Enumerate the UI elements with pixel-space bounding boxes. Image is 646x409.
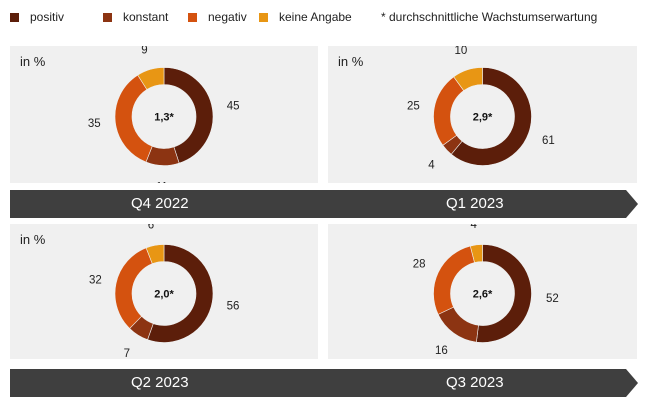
value-label-keine-angabe: 4 [471, 224, 478, 231]
legend-label-negativ: negativ [208, 10, 247, 24]
donut-slice-negativ [433, 76, 465, 146]
unit-label: in % [338, 54, 364, 69]
value-label-positiv: 61 [542, 135, 555, 147]
center-label-growth: 2,6* [473, 289, 493, 301]
quarter-label-q2-2023: Q2 2023 [131, 374, 189, 391]
value-label-positiv: 56 [227, 300, 240, 312]
legend-label-konstant: konstant [123, 10, 169, 24]
donut-slice-keine-angabe [137, 67, 165, 90]
value-label-konstant: 16 [435, 345, 448, 357]
value-label-keine-angabe: 6 [148, 224, 154, 232]
donut-slice-positiv [476, 244, 532, 343]
value-label-negativ: 25 [407, 101, 420, 113]
center-label-growth: 2,9* [473, 112, 493, 124]
chart-panel-q2-2023: in % 56 7 32 6 2,0* [10, 224, 318, 359]
donut-slice-positiv [147, 244, 214, 343]
donut-slice-konstant [437, 306, 479, 343]
value-label-konstant: 7 [124, 348, 130, 359]
donut-slice-negativ [433, 245, 475, 315]
value-label-negativ: 32 [89, 274, 102, 286]
donut-slice-positiv [450, 67, 532, 166]
timeline-arrow-shape [10, 369, 638, 397]
quarter-label-q4-2022: Q4 2022 [131, 195, 189, 212]
unit-label: in % [20, 54, 46, 69]
donut-chart-q3-2023: 52 16 28 4 2,6* [413, 224, 559, 357]
center-label-growth: 2,0* [154, 289, 174, 301]
value-label-keine-angabe: 10 [454, 46, 467, 57]
value-label-negativ: 28 [413, 259, 426, 271]
timeline-arrow-shape [10, 190, 638, 218]
donut-slice-keine-angabe [469, 244, 483, 263]
donut-slice-negativ [114, 247, 153, 329]
quarter-label-q1-2023: Q1 2023 [446, 195, 504, 212]
quarter-label-q3-2023: Q3 2023 [446, 374, 504, 391]
legend-label-positiv: positiv [30, 10, 65, 24]
legend-item-keine-angabe: keine Angabe [259, 10, 352, 24]
legend-item-positiv: positiv [10, 10, 64, 24]
donut-slice-keine-angabe [453, 67, 483, 92]
timeline-bar-top: Q4 2022 Q1 2023 [10, 190, 638, 218]
chart-panel-q4-2022: in % 45 11 35 9 1,3* [10, 46, 318, 183]
timeline-bar-bottom: Q2 2023 Q3 2023 [10, 369, 638, 397]
donut-chart-q4-2022: 45 11 35 9 1,3* [88, 46, 240, 183]
legend-swatch-negativ [188, 12, 197, 22]
legend-item-konstant: konstant [103, 10, 168, 24]
unit-label: in % [20, 232, 46, 247]
donut-slice-keine-angabe [145, 244, 165, 265]
value-label-positiv: 45 [227, 101, 240, 113]
value-label-keine-angabe: 9 [141, 46, 147, 56]
chart-panel-q1-2023: in % 61 4 25 10 2,9* [328, 46, 637, 183]
value-label-konstant: 11 [156, 181, 168, 183]
legend-item-negativ: negativ [188, 10, 247, 24]
footnote-note: * durchschnittliche Wachstumserwartung [381, 10, 598, 24]
legend-swatch-keine-angabe [259, 12, 268, 22]
donut-chart-q2-2023: 56 7 32 6 2,0* [89, 224, 240, 359]
legend-swatch-konstant [103, 12, 112, 22]
legend-label-keine-angabe: keine Angabe [279, 10, 352, 24]
donut-chart-q1-2023: 61 4 25 10 2,9* [407, 46, 555, 171]
center-label-growth: 1,3* [154, 112, 174, 124]
value-label-konstant: 4 [428, 159, 435, 171]
value-label-negativ: 35 [88, 118, 101, 130]
value-label-positiv: 52 [546, 293, 559, 305]
chart-panel-q3-2023: 52 16 28 4 2,6* [328, 224, 637, 359]
legend-swatch-positiv [10, 12, 19, 22]
